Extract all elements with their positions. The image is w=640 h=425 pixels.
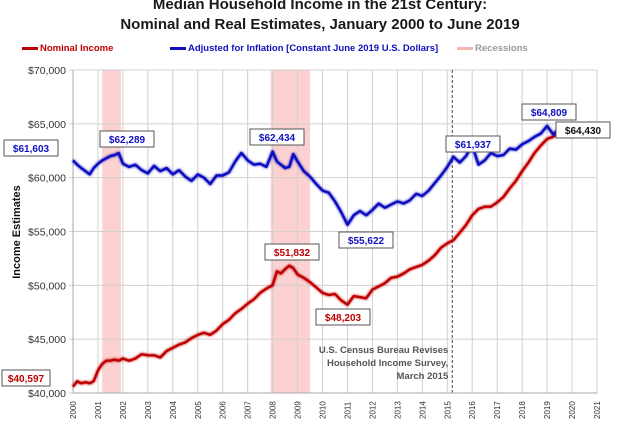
nominal-income-line: [72, 131, 559, 388]
callout-label: $61,603: [13, 144, 50, 155]
x-tick-label: 2009: [294, 401, 303, 419]
x-tick-label: 2010: [319, 401, 328, 419]
callout-box: [264, 243, 320, 261]
callout-box: [3, 139, 59, 157]
callout-nominal-2011-low: $48,203: [315, 308, 371, 326]
callout-real-2011-low: $55,622: [338, 231, 394, 249]
callout-box: [315, 308, 371, 326]
callout-label: $61,937: [455, 140, 492, 151]
x-tick-label: 2021: [593, 401, 602, 419]
legend-label-recessions: Recessions: [475, 43, 528, 54]
x-tick-label: 2011: [343, 401, 352, 419]
callout-nominal-2008-peak: $51,832: [264, 243, 320, 261]
callout-label: $62,434: [259, 133, 296, 144]
x-tick-label: 2007: [244, 401, 253, 419]
callout-latest: $64,430: [555, 121, 611, 139]
y-tick-label: $55,000: [28, 227, 66, 239]
survey-revision-note: March 2015: [397, 371, 449, 382]
callout-real-2001-peak: $62,289: [99, 130, 155, 148]
callout-label: $48,203: [325, 313, 362, 324]
legend-item-recessions: Recessions: [457, 43, 528, 54]
callout-real-2008-peak: $62,434: [249, 128, 305, 146]
x-tick-label: 2018: [518, 401, 527, 419]
callout-label: $40,597: [8, 374, 45, 385]
legend-swatch-recessions: [457, 47, 473, 50]
legend-item-nominal: Nominal Income: [22, 43, 113, 54]
chart-subtitle: Nominal and Real Estimates, January 2000…: [120, 16, 520, 33]
x-tick-label: 2008: [269, 401, 278, 419]
x-tick-label: 2012: [368, 401, 377, 419]
y-tick-label: $40,000: [28, 388, 66, 400]
y-tick-label: $60,000: [28, 173, 66, 185]
x-tick-label: 2013: [393, 401, 402, 419]
callout-nominal-2000: $40,597: [1, 369, 51, 387]
y-tick-label: $70,000: [28, 65, 66, 77]
y-tick-label: $65,000: [28, 119, 66, 131]
legend-label-nominal: Nominal Income: [40, 43, 114, 54]
legend-label-real: Adjusted for Inflation [Constant June 20…: [188, 43, 439, 54]
x-tick-label: 2020: [568, 401, 577, 419]
callout-label: $64,430: [565, 126, 602, 137]
survey-revision-note: Household Income Survey,: [327, 358, 448, 369]
x-tick-label: 2005: [194, 401, 203, 419]
callout-real-2000: $61,603: [3, 139, 59, 157]
callout-box: [521, 103, 577, 121]
legend-swatch-nominal: [22, 47, 38, 50]
x-tick-label: 2015: [443, 401, 452, 419]
callout-box: [249, 128, 305, 146]
callout-real-2015: $61,937: [445, 135, 501, 153]
y-tick-label: $45,000: [28, 334, 66, 346]
callout-box: [445, 135, 501, 153]
x-tick-label: 2004: [169, 401, 178, 419]
x-tick-label: 2019: [543, 401, 552, 419]
x-tick-label: 2000: [69, 401, 78, 419]
callout-label: $51,832: [274, 248, 311, 259]
y-axis-label: Income Estimates: [11, 185, 23, 279]
callout-box: [1, 369, 51, 387]
chart-title: Median Household Income in the 21st Cent…: [152, 0, 488, 13]
x-tick-label: 2002: [119, 401, 128, 419]
x-tick-label: 2003: [144, 401, 153, 419]
x-tick-label: 2001: [94, 401, 103, 419]
x-tick-label: 2017: [493, 401, 502, 419]
x-tick-label: 2006: [219, 401, 228, 419]
callout-box: [99, 130, 155, 148]
x-tick-label: 2016: [468, 401, 477, 419]
callout-label: $55,622: [348, 236, 385, 247]
callout-box: [555, 121, 611, 139]
legend-item-real: Adjusted for Inflation [Constant June 20…: [170, 43, 438, 54]
callout-label: $64,809: [531, 108, 568, 119]
callout-label: $62,289: [109, 135, 146, 146]
legend-swatch-real: [170, 47, 186, 50]
y-tick-label: $50,000: [28, 280, 66, 292]
x-tick-label: 2014: [418, 401, 427, 419]
callout-box: [338, 231, 394, 249]
callout-real-2019-peak: $64,809: [521, 103, 577, 121]
survey-revision-note: U.S. Census Bureau Revises: [319, 345, 448, 356]
